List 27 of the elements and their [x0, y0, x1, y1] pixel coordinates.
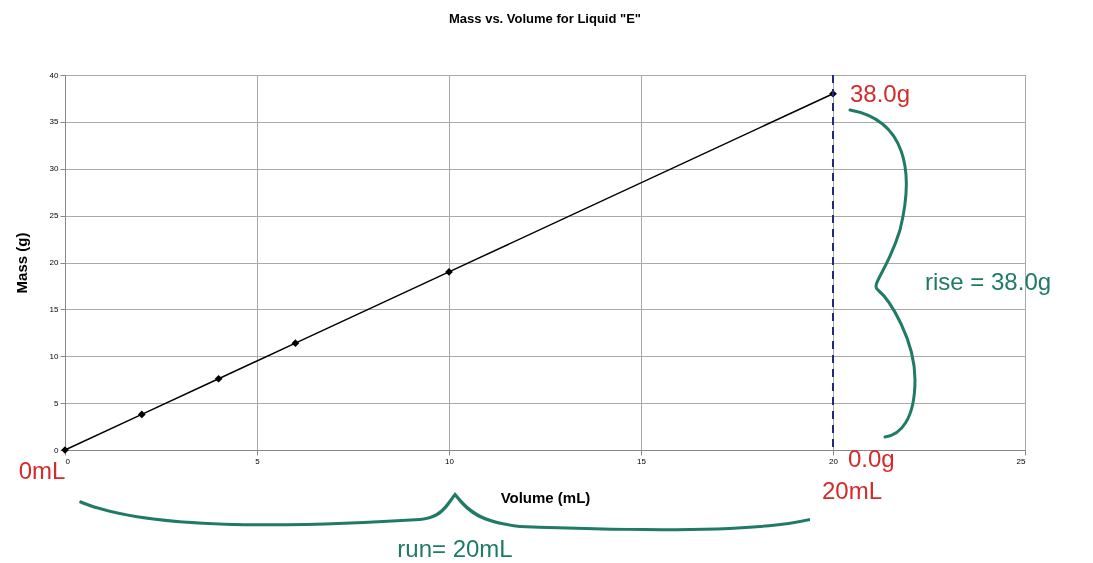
y-tick-label: 40: [49, 70, 60, 80]
annotation: rise = 38.0g: [925, 268, 1052, 295]
y-tick-label: 10: [49, 351, 60, 361]
y-tick-label: 20: [49, 258, 60, 267]
x-tick-label: 15: [637, 456, 647, 466]
annotation: 38.0g: [850, 80, 911, 107]
chart-title: Mass vs. Volume for Liquid "E": [449, 11, 641, 26]
x-tick-label: 5: [255, 456, 261, 466]
y-tick-label: 25: [49, 211, 60, 221]
point: [214, 374, 223, 383]
y-tick-label: 15: [49, 304, 60, 314]
point: [137, 410, 146, 419]
x-tick-label: 10: [445, 456, 455, 466]
x-tick-label: 20: [829, 456, 839, 466]
text: run= 20mL: [397, 535, 513, 562]
y-tick-label: 30: [49, 164, 60, 174]
y-axis-title: Mass (g): [12, 232, 30, 294]
text: 20mL: [821, 477, 883, 504]
y-tick-label: 35: [49, 117, 60, 127]
point: [291, 339, 300, 347]
y-tick-label: 5: [54, 398, 60, 408]
x-axis-title: Volume (mL): [500, 488, 591, 506]
x-tick-label: 0: [65, 456, 71, 466]
y-tick-label: 0: [54, 445, 60, 455]
x-tick-label: 25: [1016, 456, 1027, 466]
annotation: 0.0g: [848, 445, 895, 472]
text: 0mL: [18, 457, 66, 484]
